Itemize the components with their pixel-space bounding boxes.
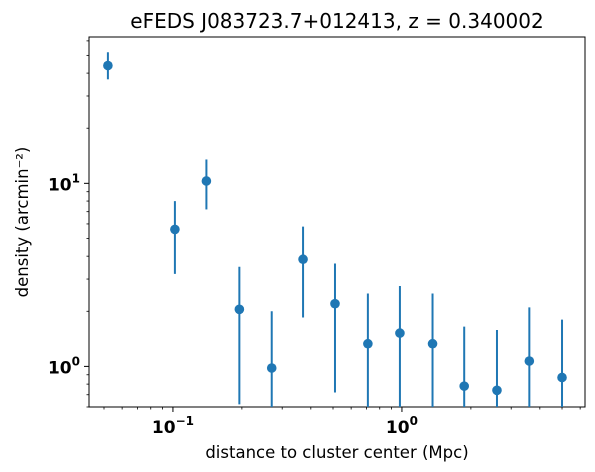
data-point xyxy=(234,304,245,315)
data-point xyxy=(330,298,340,309)
data-point xyxy=(103,60,113,71)
error-bars xyxy=(106,52,564,407)
plot-frame xyxy=(88,36,586,408)
data-point xyxy=(492,385,502,396)
data-point xyxy=(557,372,567,383)
data-point xyxy=(363,338,373,349)
x-axis-label: distance to cluster center (Mpc) xyxy=(205,443,468,462)
minor-ticks xyxy=(86,40,581,410)
data-point xyxy=(170,224,180,235)
data-point xyxy=(524,356,535,366)
data-point xyxy=(266,363,277,373)
data-point xyxy=(459,381,469,391)
y-tick-label: 100 xyxy=(48,354,80,378)
y-axis-label: density (arcmin⁻²) xyxy=(13,147,32,298)
data-points xyxy=(103,60,567,396)
data-point xyxy=(427,338,438,349)
chart-title: eFEDS J083723.7+012413, z = 0.340002 xyxy=(130,9,543,33)
x-tick-label: 10−1 xyxy=(152,414,194,438)
data-point xyxy=(201,176,212,186)
data-point xyxy=(298,254,308,265)
data-point xyxy=(395,328,405,338)
major-ticks: 10−1 100 100 101 xyxy=(48,171,418,438)
x-tick-label: 100 xyxy=(386,414,418,438)
y-tick-label: 101 xyxy=(48,171,80,195)
